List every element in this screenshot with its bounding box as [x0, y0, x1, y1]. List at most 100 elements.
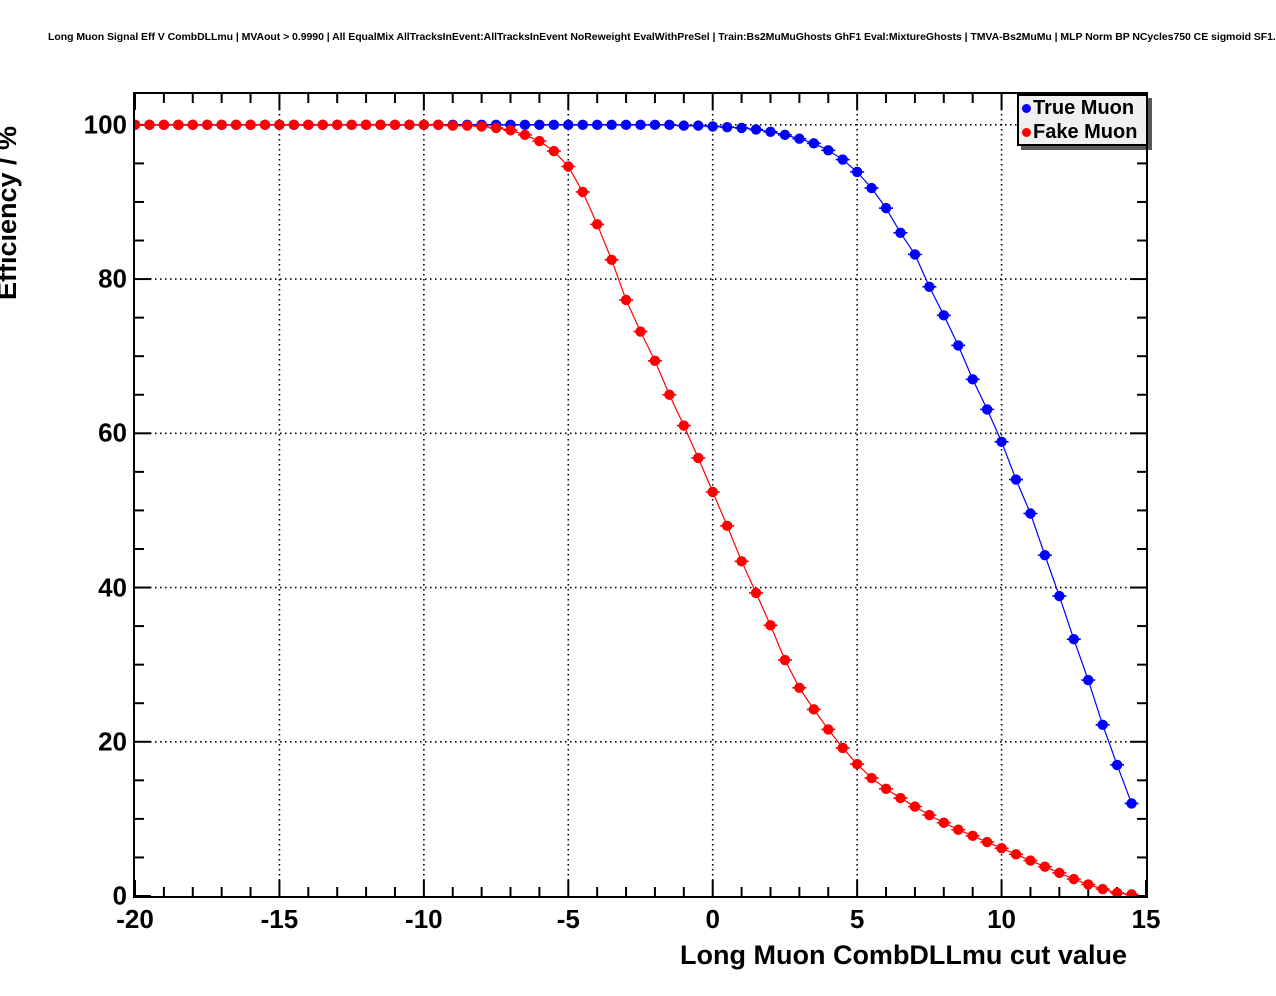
series-true-muon — [135, 119, 1139, 809]
data-point — [317, 119, 328, 131]
data-point — [461, 120, 473, 131]
data-point — [909, 801, 921, 812]
data-point — [693, 120, 704, 131]
y-axis-title: Efficiency / % — [0, 126, 22, 300]
x-tick-label: -15 — [260, 904, 299, 934]
data-point — [823, 724, 834, 735]
data-point — [187, 119, 198, 131]
data-point — [635, 326, 646, 337]
data-point — [1025, 855, 1036, 866]
data-point — [534, 135, 545, 147]
data-point — [591, 219, 603, 230]
data-point — [779, 654, 791, 666]
data-point — [649, 355, 661, 367]
data-point — [404, 119, 415, 131]
legend-marker-fake-muon — [1022, 127, 1031, 137]
data-point — [505, 125, 516, 136]
data-point — [909, 249, 921, 260]
data-point — [895, 792, 906, 804]
chart-svg — [135, 94, 1146, 896]
data-point — [794, 133, 805, 144]
x-tick-label: 10 — [987, 904, 1017, 934]
data-point — [620, 294, 632, 306]
data-point — [837, 154, 848, 165]
data-point — [953, 824, 964, 835]
data-point — [779, 129, 791, 141]
data-point — [678, 120, 690, 131]
data-point — [895, 227, 906, 239]
legend-label-fake-muon: Fake Muon — [1033, 121, 1138, 143]
data-point — [606, 119, 617, 131]
data-point — [851, 758, 863, 770]
legend-item-fake-muon[interactable]: Fake Muon — [1019, 120, 1146, 144]
y-tick-label: 0 — [112, 880, 127, 911]
data-point — [808, 138, 820, 149]
data-point — [750, 587, 762, 599]
legend-item-true-muon[interactable]: True Muon — [1019, 96, 1146, 120]
data-point — [375, 119, 386, 131]
data-point — [303, 119, 314, 131]
data-point — [591, 119, 603, 131]
data-point — [808, 704, 820, 715]
data-point — [1068, 634, 1079, 645]
data-point — [938, 310, 949, 321]
data-point — [620, 119, 632, 131]
series-fake-muon — [135, 119, 1139, 896]
data-point — [996, 436, 1007, 447]
data-point — [1054, 867, 1065, 879]
data-point — [274, 119, 285, 131]
data-point — [548, 145, 560, 157]
data-point — [447, 120, 458, 131]
x-tick-label: -5 — [556, 904, 580, 934]
y-tick-label: 40 — [98, 572, 127, 603]
data-point — [953, 340, 964, 351]
data-point — [750, 124, 762, 135]
data-point — [577, 186, 588, 198]
data-point — [1126, 798, 1137, 809]
data-point — [135, 119, 141, 131]
data-point — [606, 254, 617, 265]
x-tick-label: 15 — [1131, 904, 1161, 934]
data-point — [1039, 861, 1051, 872]
data-point — [230, 119, 242, 131]
plot-frame — [133, 92, 1148, 898]
data-point — [664, 389, 675, 400]
data-point — [563, 119, 574, 131]
data-point — [837, 742, 848, 754]
data-point — [1068, 873, 1079, 885]
data-point — [418, 119, 430, 131]
gridlines — [135, 94, 1146, 896]
data-point — [1025, 508, 1036, 519]
data-point — [216, 119, 227, 131]
data-point — [389, 119, 401, 131]
data-point — [794, 682, 805, 693]
data-point — [678, 420, 690, 431]
data-point — [158, 119, 170, 131]
x-tick-label: -20 — [116, 904, 154, 934]
data-point — [664, 119, 675, 131]
data-point — [693, 452, 704, 464]
data-point — [967, 374, 978, 385]
page-title: Long Muon Signal Eff V CombDLLmu | MVAou… — [48, 31, 1276, 43]
plot-area — [135, 94, 1146, 896]
data-point — [649, 119, 661, 131]
x-tick-label: -10 — [405, 904, 443, 934]
y-tick-label: 100 — [83, 109, 127, 140]
data-point — [288, 119, 300, 131]
data-point — [981, 836, 993, 848]
data-point — [765, 620, 776, 631]
y-tick-label: 60 — [98, 417, 127, 448]
data-point — [433, 119, 444, 131]
data-point — [534, 119, 545, 131]
data-point — [1126, 889, 1137, 896]
data-point — [924, 809, 935, 821]
data-point — [635, 119, 646, 131]
data-point — [866, 182, 877, 194]
axis-ticks — [135, 94, 1146, 896]
data-point — [332, 119, 343, 131]
chart-legend[interactable]: True Muon Fake Muon — [1017, 94, 1148, 146]
data-point — [1010, 849, 1022, 860]
data-point — [548, 119, 560, 131]
data-point — [707, 486, 718, 498]
